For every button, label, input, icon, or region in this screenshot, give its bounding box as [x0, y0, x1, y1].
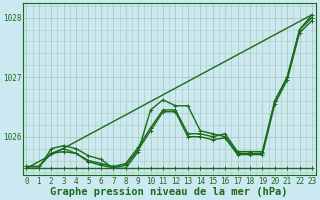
X-axis label: Graphe pression niveau de la mer (hPa): Graphe pression niveau de la mer (hPa) — [51, 187, 288, 197]
